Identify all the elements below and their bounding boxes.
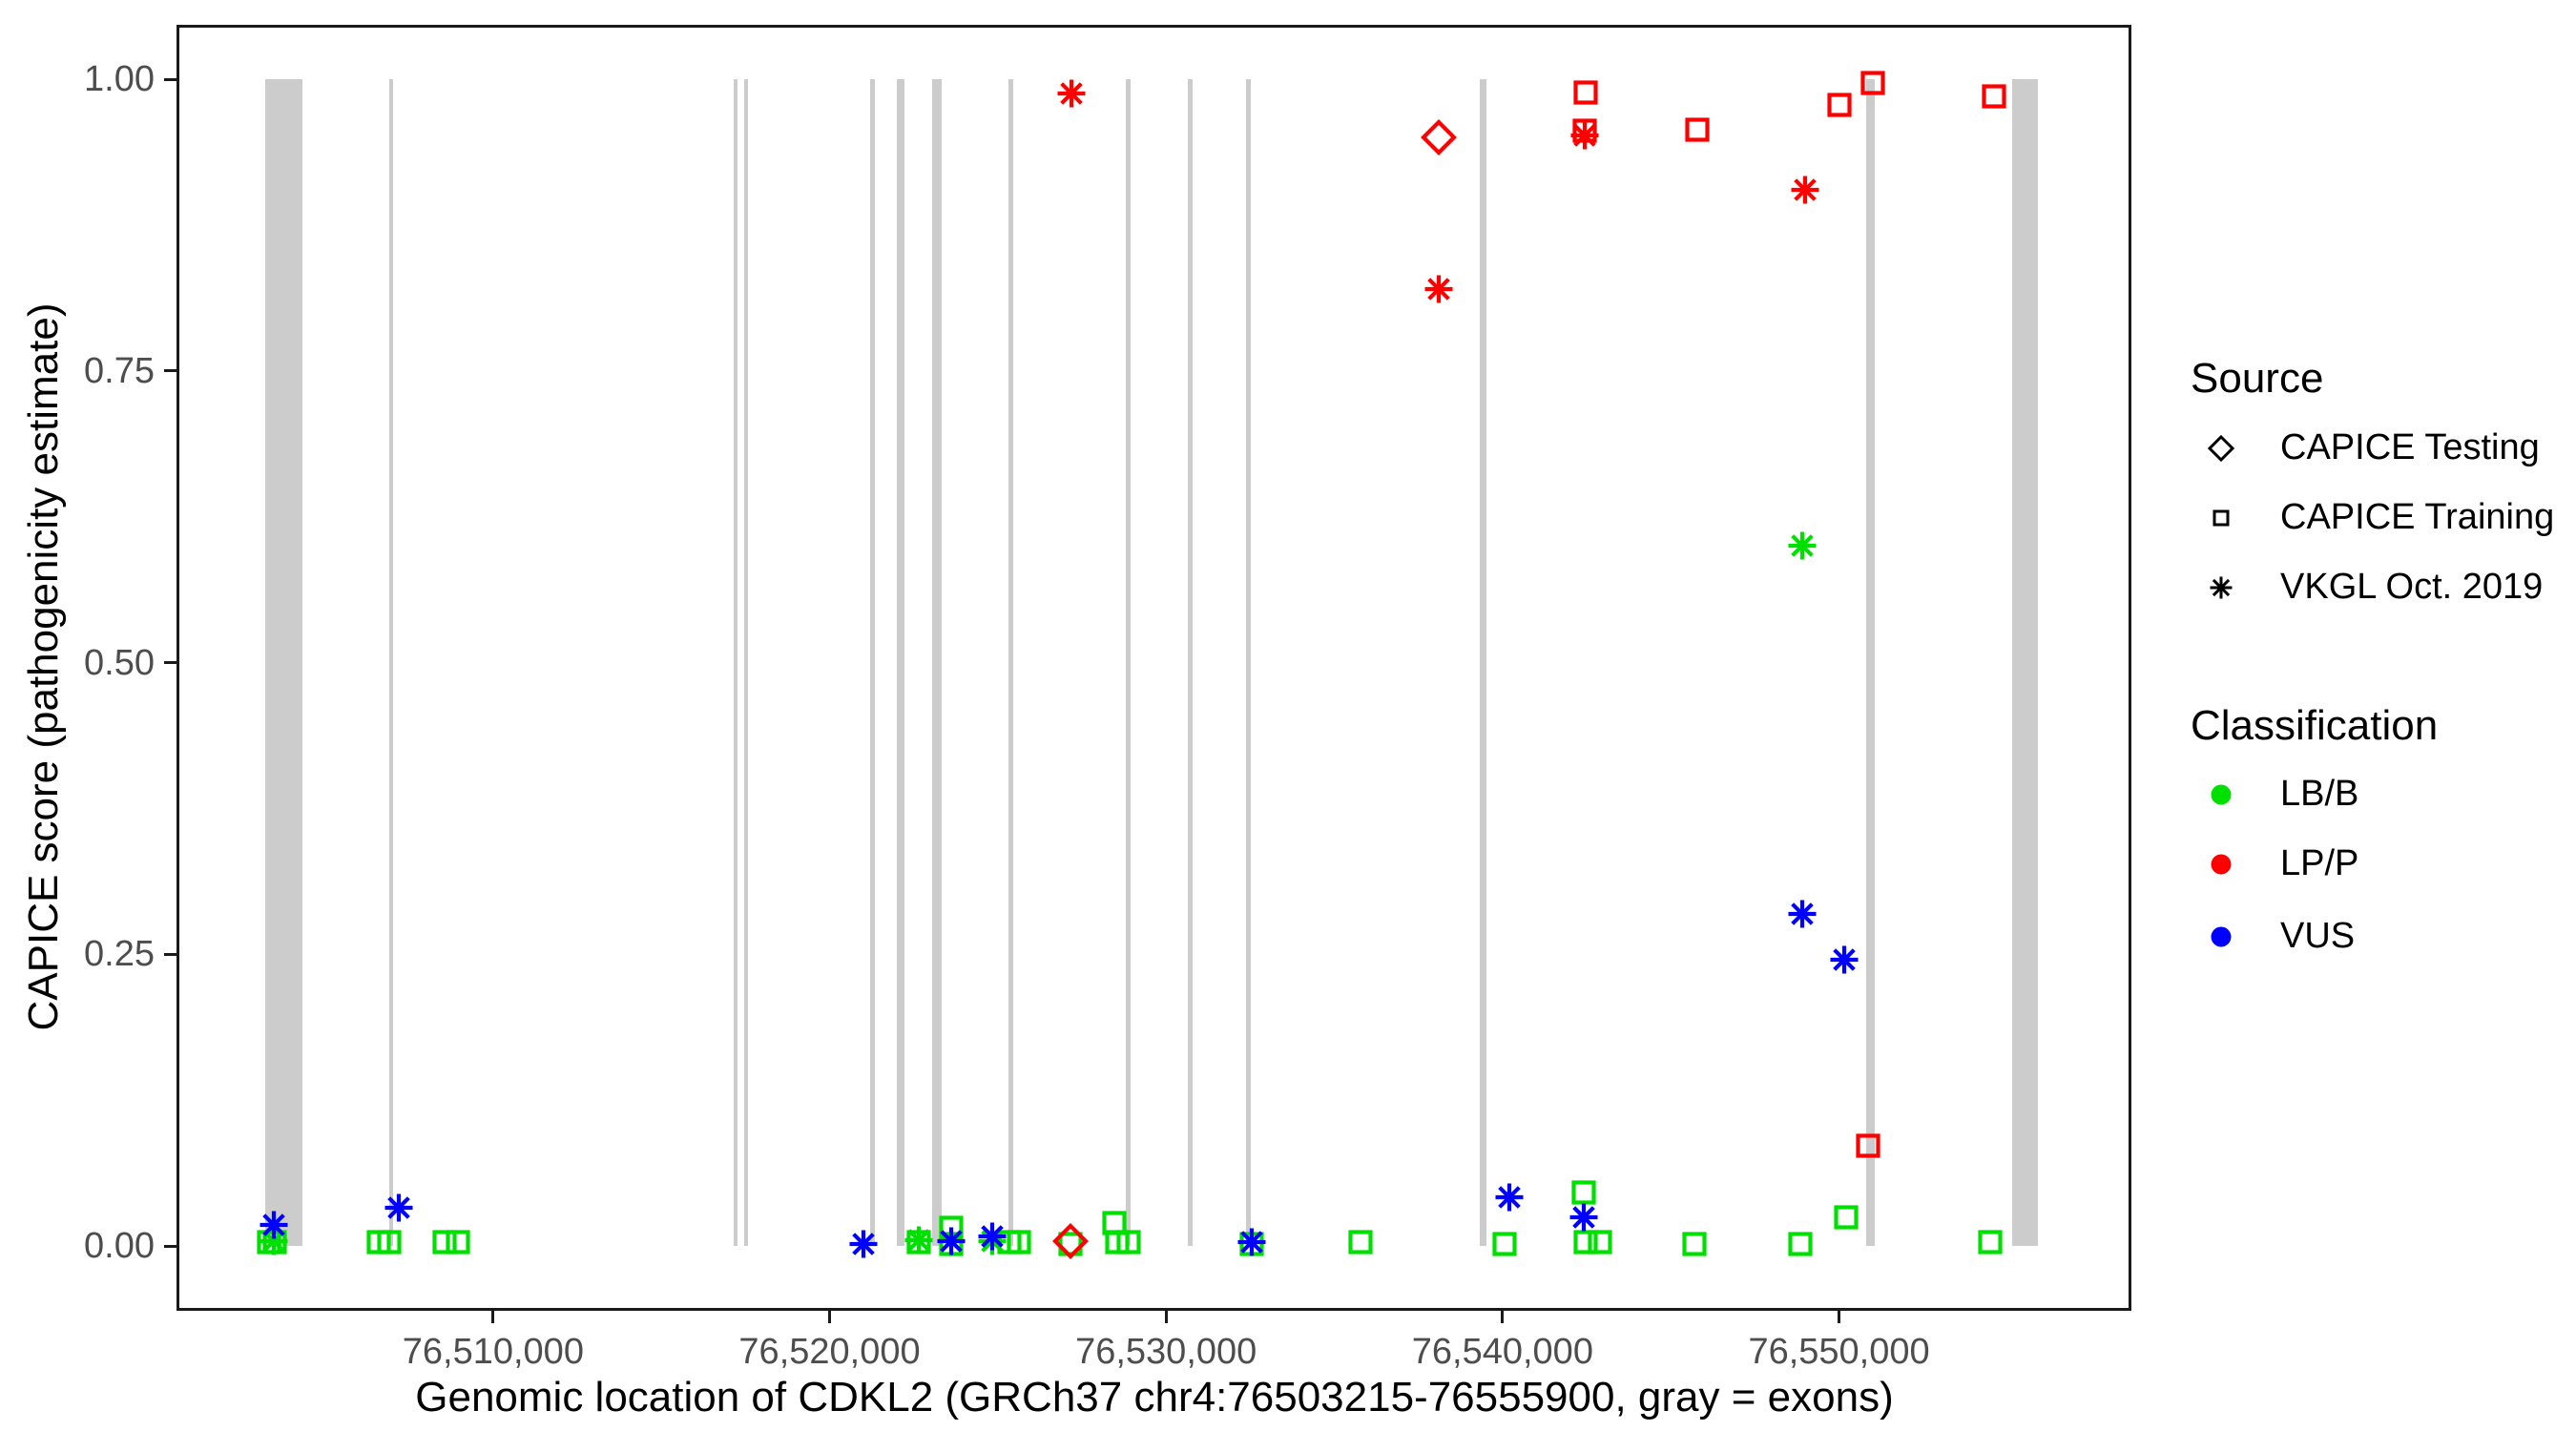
y-axis-tick <box>164 952 177 956</box>
plot-panel <box>177 25 2131 1311</box>
diamond-icon <box>2198 425 2244 476</box>
y-axis-tick-label: 0.75 <box>84 350 155 391</box>
exon-bar <box>2012 79 2038 1247</box>
exon-bar <box>1188 79 1193 1247</box>
exon-bar <box>1479 79 1486 1247</box>
legend-classification-label: VUS <box>2280 916 2356 956</box>
y-axis-tick-label: 0.50 <box>84 642 155 683</box>
x-axis-tick <box>828 1311 832 1323</box>
exon-bar <box>1866 79 1875 1247</box>
exon-bar <box>1246 79 1251 1247</box>
legend: Source CAPICE Testing CAPICE Training VKGL… <box>2185 0 2576 1431</box>
classification-dot-icon <box>2198 841 2244 892</box>
exon-bar <box>388 79 394 1247</box>
y-axis-tick <box>164 369 177 373</box>
x-axis-title: Genomic location of CDKL2 (GRCh37 chr4:7… <box>415 1374 1894 1421</box>
exon-bar <box>1008 79 1013 1247</box>
legend-classification-title: Classification <box>2191 702 2439 749</box>
exon-bar <box>743 79 748 1247</box>
y-axis-tick-label: 0.00 <box>84 1226 155 1267</box>
x-axis-tick <box>1164 1311 1168 1323</box>
legend-classification-label: LP/P <box>2280 843 2359 883</box>
legend-source-label: CAPICE Testing <box>2280 427 2540 467</box>
x-axis-tick-label: 76,550,000 <box>1748 1332 1930 1372</box>
square-icon <box>2198 495 2244 546</box>
exon-bar <box>896 79 904 1247</box>
y-axis-tick <box>164 661 177 665</box>
legend-source-title: Source <box>2191 355 2324 402</box>
x-axis-tick-label: 76,530,000 <box>1075 1332 1257 1372</box>
x-axis-tick <box>491 1311 495 1323</box>
asterisk-icon <box>2198 565 2244 615</box>
exon-bar <box>869 79 875 1247</box>
y-axis-tick <box>164 77 177 81</box>
legend-classification-label: LB/B <box>2280 774 2359 814</box>
x-axis-tick <box>1501 1311 1505 1323</box>
y-axis-tick-label: 1.00 <box>84 59 155 100</box>
legend-source-label: VKGL Oct. 2019 <box>2280 567 2544 607</box>
exon-bar <box>1125 79 1131 1247</box>
exon-bar <box>733 79 737 1247</box>
y-axis-tick <box>164 1244 177 1248</box>
x-axis-tick-label: 76,510,000 <box>402 1332 584 1372</box>
x-axis-tick-label: 76,540,000 <box>1411 1332 1593 1372</box>
x-axis-tick <box>1838 1311 1841 1323</box>
exon-bar <box>264 79 302 1247</box>
x-axis-tick-label: 76,520,000 <box>738 1332 921 1372</box>
legend-source-label: CAPICE Training <box>2280 497 2555 537</box>
y-axis-tick-label: 0.25 <box>84 934 155 975</box>
classification-dot-icon <box>2198 914 2244 964</box>
classification-dot-icon <box>2198 772 2244 822</box>
exon-bar <box>932 79 942 1247</box>
